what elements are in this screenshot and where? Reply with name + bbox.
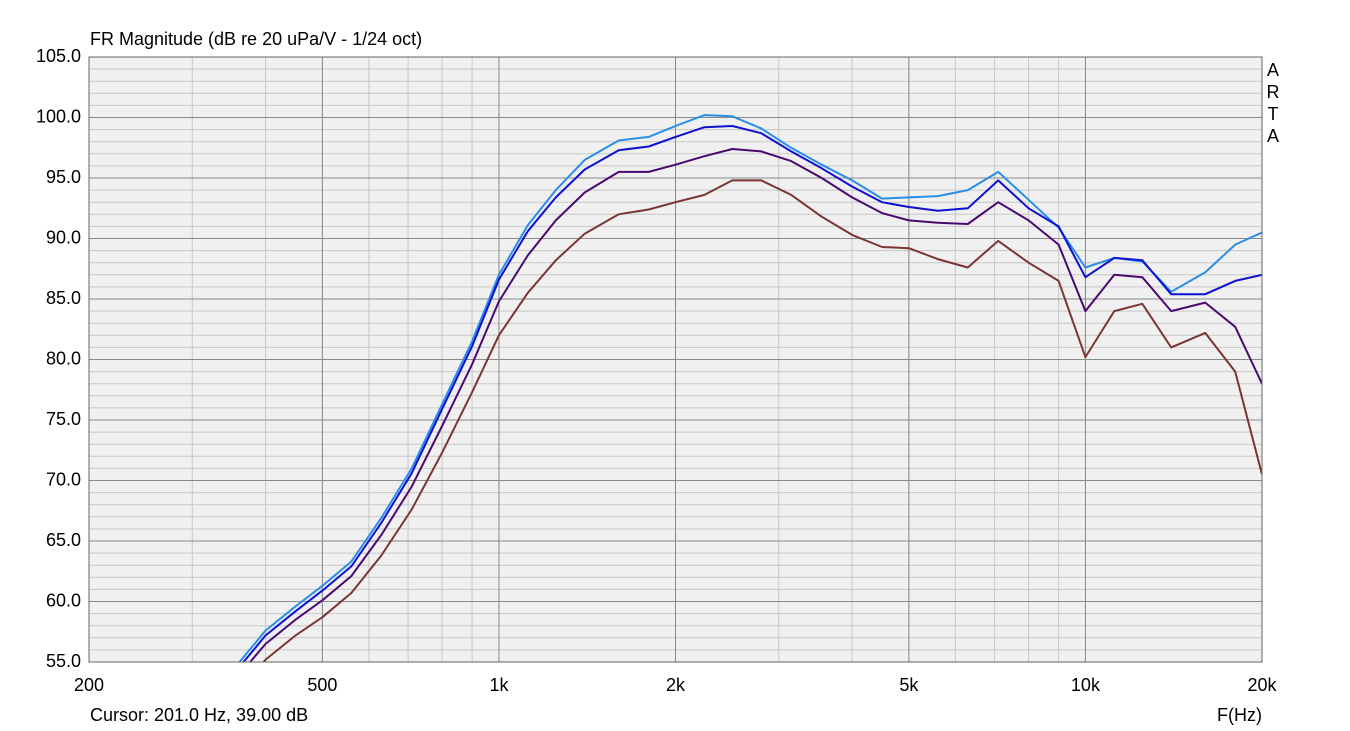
y-tick-label: 80.0 bbox=[46, 348, 81, 368]
x-axis-label: F(Hz) bbox=[1217, 705, 1262, 725]
y-tick-label: 95.0 bbox=[46, 167, 81, 187]
status-text: Cursor: 201.0 Hz, 39.00 dB bbox=[90, 705, 308, 725]
plot-frame bbox=[88, 56, 1263, 663]
series-line bbox=[248, 148, 1262, 662]
watermark: ARTA bbox=[1263, 60, 1283, 148]
x-tick-label: 2k bbox=[666, 675, 686, 695]
y-tick-label: 105.0 bbox=[36, 46, 81, 66]
y-tick-label: 65.0 bbox=[46, 530, 81, 550]
y-tick-label: 90.0 bbox=[46, 227, 81, 247]
series-line bbox=[242, 125, 1262, 662]
series-line bbox=[238, 114, 1262, 662]
x-tick-label: 500 bbox=[307, 675, 337, 695]
y-tick-label: 70.0 bbox=[46, 469, 81, 489]
y-tick-label: 100.0 bbox=[36, 106, 81, 126]
lines bbox=[238, 114, 1262, 662]
y-tick-label: 55.0 bbox=[46, 651, 81, 671]
x-tick-label: 5k bbox=[899, 675, 919, 695]
chart-title: FR Magnitude (dB re 20 uPa/V - 1/24 oct) bbox=[90, 29, 422, 49]
y-tick-label: 85.0 bbox=[46, 288, 81, 308]
x-tick-label: 10k bbox=[1071, 675, 1101, 695]
x-tick-label: 1k bbox=[489, 675, 509, 695]
x-tick-label: 20k bbox=[1247, 675, 1277, 695]
y-tick-label: 75.0 bbox=[46, 409, 81, 429]
y-tick-label: 60.0 bbox=[46, 590, 81, 610]
x-tick-label: 200 bbox=[74, 675, 104, 695]
series-line bbox=[262, 179, 1262, 662]
